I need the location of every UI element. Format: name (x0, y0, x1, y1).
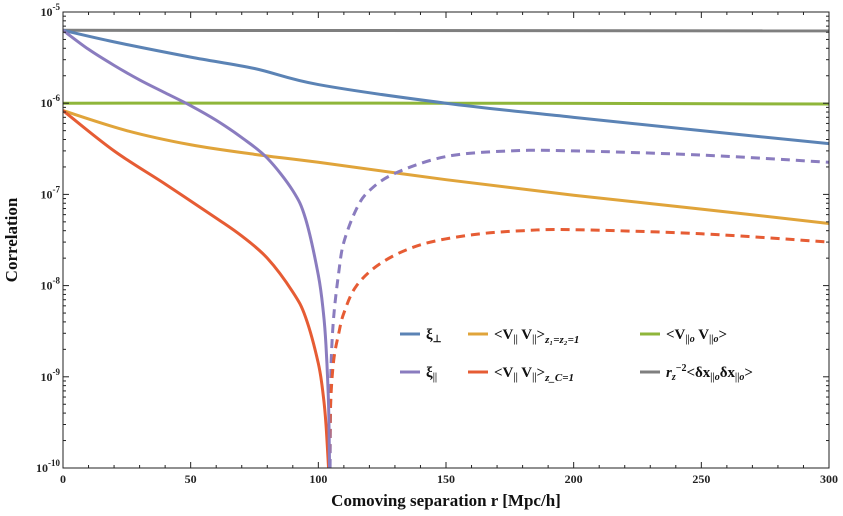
y-tick-label: 10-10 (36, 458, 60, 475)
series-line-xi-par-positive (63, 29, 332, 468)
legend-label: <V||o V||o> (666, 327, 727, 345)
series-line-xi-perp (63, 28, 829, 146)
legend-entry-dx-dx: rz−2<δx||oδx||o> (640, 363, 753, 383)
y-tick-label: 10-7 (41, 184, 61, 201)
x-tick-label: 150 (437, 472, 455, 486)
legend: ξ⊥ <V|| V||>z₁=z₂=1 <V||o V||o>ξ|| <V|| V||… (400, 327, 753, 384)
y-tick-label: 10-9 (41, 367, 61, 384)
y-axis-title: Correlation (2, 197, 21, 282)
x-tick-label: 0 (60, 472, 66, 486)
legend-entry-xi-par-positive: ξ|| (400, 365, 437, 383)
series-line-vv-zc-negative (327, 228, 829, 468)
x-tick-label: 250 (692, 472, 710, 486)
series-line-xi-par-negative (328, 148, 829, 468)
series-line-vv-z1z2 (63, 109, 829, 225)
series-line-dx-dx (63, 28, 829, 33)
x-tick-label: 300 (820, 472, 838, 486)
series-line-vv-zc-positive (63, 109, 331, 468)
x-tick-label: 200 (565, 472, 583, 486)
y-tick-label: 10-5 (41, 2, 61, 19)
x-axis-title: Comoving separation r [Mpc/h] (331, 491, 561, 510)
x-tick-label: 50 (185, 472, 197, 486)
series-layer (63, 28, 829, 468)
legend-label: ξ|| (426, 365, 437, 383)
legend-label: rz−2<δx||oδx||o> (666, 363, 753, 383)
x-tick-label: 100 (309, 472, 327, 486)
y-tick-label: 10-6 (41, 93, 61, 110)
y-tick-label: 10-8 (41, 276, 61, 293)
ticks-layer: 0 50 100 150 200 250 300 10-10 10-9 10-8 10-7 10-6 1… (36, 2, 838, 486)
